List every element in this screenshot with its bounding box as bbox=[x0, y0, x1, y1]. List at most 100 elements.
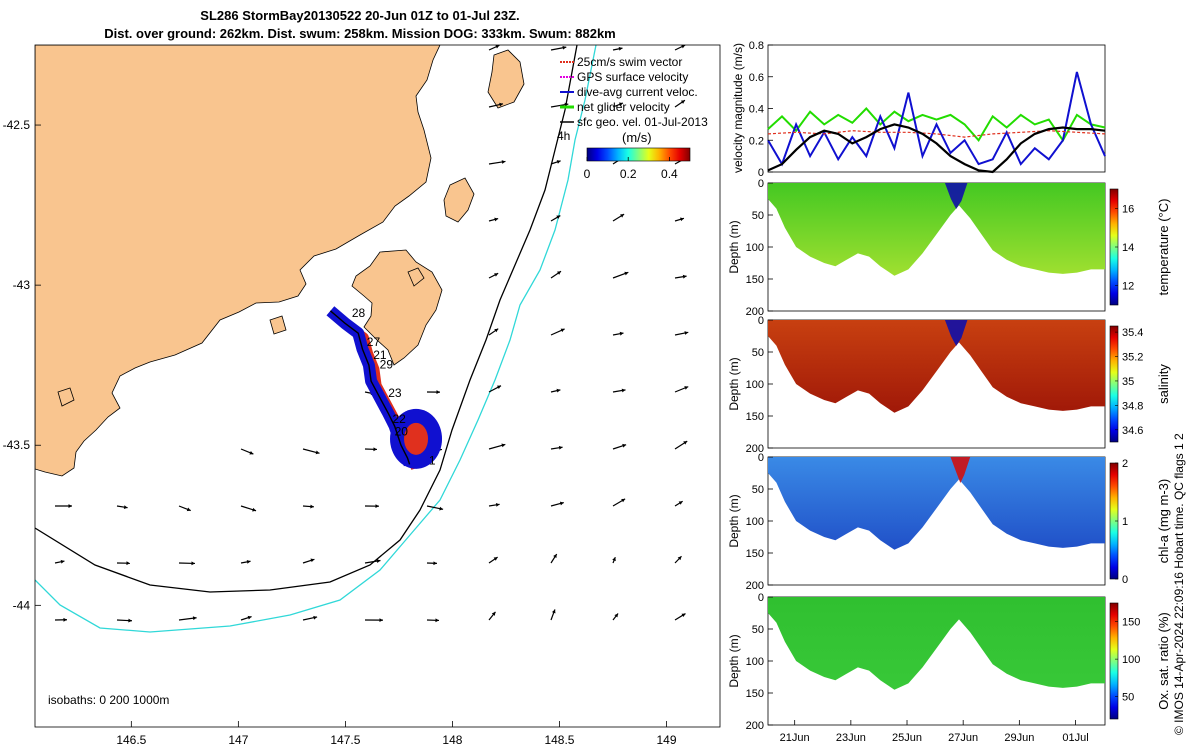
velocity-arrow bbox=[488, 45, 500, 51]
depth-ylabel: Depth (m) bbox=[727, 220, 741, 273]
velocity-series-line bbox=[767, 130, 1106, 138]
small-island bbox=[57, 387, 75, 407]
velocity-series-line bbox=[767, 107, 1106, 143]
velocity-arrow bbox=[550, 160, 561, 165]
small-island bbox=[269, 315, 287, 335]
day-label: 29 bbox=[380, 357, 394, 371]
time-tick-label: 21Jun bbox=[780, 732, 810, 744]
colorbar-tick-label: 1 bbox=[1122, 516, 1128, 528]
velocity-arrow bbox=[612, 498, 626, 507]
tasmania-landmass bbox=[35, 45, 441, 477]
velocity-y-tick-label: 0.6 bbox=[749, 72, 764, 84]
velocity-arrow bbox=[488, 385, 502, 393]
depth-tick-label: 0 bbox=[758, 452, 764, 464]
velocity-arrow bbox=[426, 561, 438, 566]
velocity-arrow bbox=[364, 618, 384, 623]
day-label: 22 bbox=[392, 412, 406, 426]
legend-entry-dive-avg: dive-avg current veloc. bbox=[560, 85, 698, 99]
velocity-arrow bbox=[674, 555, 682, 564]
velocity-arrow bbox=[54, 617, 68, 622]
velocity-series-line bbox=[767, 123, 1106, 174]
colorbar-tick-label: 35.2 bbox=[1122, 352, 1143, 364]
legend-label: GPS surface velocity bbox=[577, 70, 688, 84]
velocity-arrow bbox=[612, 613, 619, 621]
velocity-arrow bbox=[674, 274, 687, 279]
colorbar-tick-label: 34.6 bbox=[1122, 425, 1143, 437]
map-legend: 25cm/s swim vector GPS surface velocity … bbox=[557, 55, 708, 181]
velocity-y-ticks: 0 0.2 0.4 0.6 0.8 bbox=[749, 40, 773, 179]
isobath-200m bbox=[35, 45, 578, 593]
velocity-arrow bbox=[612, 331, 624, 336]
day-label: 20 bbox=[395, 425, 409, 439]
map-y-ticks: -42.5 -43 -43.5 -44 bbox=[3, 118, 41, 612]
legend-offset-label: 4h bbox=[557, 129, 570, 143]
colorbar-tick-label: 16 bbox=[1122, 203, 1134, 215]
map-x-tick-label: 147.5 bbox=[330, 733, 360, 747]
velocity-arrow bbox=[550, 501, 564, 507]
glider-path bbox=[329, 310, 411, 465]
velocity-arrow bbox=[54, 504, 73, 508]
velocity-arrow bbox=[302, 558, 315, 564]
velocity-y-tick-label: 0.4 bbox=[749, 104, 764, 116]
map-x-tick-label: 148 bbox=[442, 733, 462, 747]
velocity-arrow bbox=[364, 559, 381, 564]
legend-label: sfc geo. vel. 01-Jul-2013 bbox=[577, 115, 708, 129]
profile-colorbar bbox=[1109, 325, 1119, 443]
day-label: 21 bbox=[373, 348, 387, 362]
colorbar-tick-label: 0 bbox=[584, 167, 591, 181]
colorbar-tick-label: 150 bbox=[1122, 617, 1140, 629]
legend-entry-net-glider: net glider velocity bbox=[560, 100, 670, 114]
colorbar-tick-label: 100 bbox=[1122, 654, 1140, 666]
depth-tick-label: 100 bbox=[746, 242, 764, 254]
day-label: 27 bbox=[367, 335, 381, 349]
velocity-arrow bbox=[612, 271, 629, 279]
velocity-y-tick-label: 0.8 bbox=[749, 40, 764, 52]
velocity-arrow bbox=[612, 556, 616, 564]
profile-section-fill bbox=[768, 320, 1105, 413]
velocity-arrow bbox=[674, 217, 685, 222]
day-label: 23 bbox=[388, 386, 402, 400]
velocity-arrow bbox=[550, 609, 556, 621]
depth-ylabel: Depth (m) bbox=[727, 634, 741, 687]
velocity-arrow bbox=[364, 447, 378, 452]
velocity-arrow bbox=[240, 505, 257, 512]
velocity-arrow bbox=[612, 46, 623, 51]
colorbar-tick-label: 14 bbox=[1122, 242, 1134, 254]
velocity-y-tick-label: 0.2 bbox=[749, 135, 764, 147]
depth-tick-label: 100 bbox=[746, 379, 764, 391]
velocity-arrow bbox=[364, 504, 380, 509]
legend-entry-swim-vector: 25cm/s swim vector bbox=[560, 55, 682, 69]
velocity-arrow bbox=[488, 217, 499, 222]
legend-label: net glider velocity bbox=[577, 100, 670, 114]
velocity-arrow bbox=[240, 615, 252, 621]
velocity-arrow bbox=[426, 390, 441, 395]
colorbar-tick-label: 12 bbox=[1122, 281, 1134, 293]
colorbar-label: temperature (°C) bbox=[1156, 199, 1171, 296]
legend-label: 25cm/s swim vector bbox=[577, 55, 682, 69]
profile-panel: 0 50 100 150 200 Depth (m) 34.6 34.8 35 35.2 35.4 s… bbox=[727, 315, 1171, 455]
velocity-ylabel: velocity magnitude (m/s) bbox=[731, 43, 745, 173]
colorbar-tick-label: 50 bbox=[1122, 692, 1134, 704]
surface-anomaly bbox=[944, 183, 968, 209]
map-x-tick-label: 148.5 bbox=[544, 733, 574, 747]
colorbar-tick-label: 0.4 bbox=[661, 167, 678, 181]
map-frame bbox=[34, 44, 721, 728]
map-colorbar bbox=[586, 147, 691, 162]
map-x-ticks: 146.5 147 147.5 148 148.5 149 bbox=[116, 721, 677, 747]
profile-section-fill bbox=[768, 597, 1105, 690]
velocity-arrow bbox=[550, 45, 567, 51]
profile-section-fill bbox=[768, 183, 1105, 276]
time-tick-label: 27Jun bbox=[948, 732, 978, 744]
velocity-arrow bbox=[612, 213, 625, 222]
depth-tick-label: 150 bbox=[746, 688, 764, 700]
velocity-arrow bbox=[550, 445, 563, 450]
time-tick-label: 29Jun bbox=[1004, 732, 1034, 744]
legend-entry-gps-surface: GPS surface velocity bbox=[560, 70, 688, 84]
velocity-arrow bbox=[178, 561, 195, 566]
velocity-arrow bbox=[612, 388, 626, 393]
velocity-arrow bbox=[674, 331, 689, 336]
depth-tick-label: 100 bbox=[746, 516, 764, 528]
